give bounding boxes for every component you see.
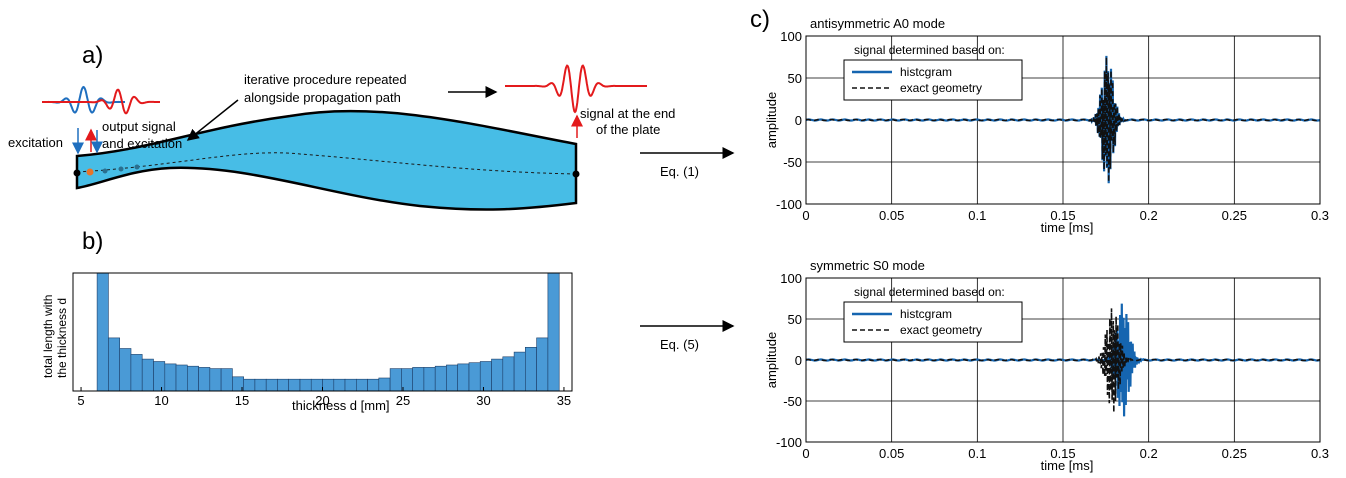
xtick-label: 0 (802, 446, 809, 461)
xlabel: time [ms] (1041, 220, 1094, 235)
ytick-label: -50 (783, 394, 802, 409)
eq1-label: Eq. (1) (660, 164, 699, 179)
output-signal-red-left (42, 88, 160, 115)
histogram-xlabel: thickness d [mm] (292, 398, 390, 413)
legend-entry: exact geometry (900, 81, 982, 95)
legend-entry: exact geometry (900, 323, 982, 337)
histogram-xtick-label: 15 (235, 393, 249, 408)
xtick-label: 0.05 (879, 208, 904, 223)
plot-title: symmetric S0 mode (810, 258, 925, 273)
histogram-xtick-label: 30 (476, 393, 490, 408)
end-signal-label-line2: of the plate (596, 122, 660, 137)
ytick-label: 100 (780, 29, 802, 44)
ytick-label: 100 (780, 271, 802, 286)
path-point-2 (118, 166, 124, 172)
histogram-xtick-label: 25 (396, 393, 410, 408)
path-point-3 (134, 164, 140, 170)
plot-frame (805, 277, 1321, 443)
xtick-label: 0.05 (879, 446, 904, 461)
xtick-label: 0.3 (1311, 208, 1329, 223)
ytick-label: 50 (788, 312, 802, 327)
plot-title: antisymmetric A0 mode (810, 16, 945, 31)
xlabel: time [ms] (1041, 458, 1094, 473)
panel-b-label: b) (82, 228, 104, 255)
ytick-label: 0 (795, 113, 802, 128)
path-end-point (572, 170, 580, 178)
end-signal-label-line1: signal at the end (580, 106, 675, 121)
histogram-xtick-label: 10 (154, 393, 168, 408)
ytick-label: -100 (776, 197, 802, 212)
legend-title: signal determined based on: (854, 43, 1005, 57)
xtick-label: 0.1 (968, 208, 986, 223)
path-point-orange (86, 168, 94, 176)
iterative-arrow-left (186, 99, 239, 141)
propagation-path (76, 152, 577, 175)
legend-title: signal determined based on: (854, 285, 1005, 299)
xtick-label: 0 (802, 208, 809, 223)
histogram-ylabel-line2: the thickness d (55, 298, 69, 378)
plot-frame (805, 35, 1321, 205)
eq5-label: Eq. (5) (660, 337, 699, 352)
legend-box (843, 59, 1023, 101)
histogram-xtick-label: 20 (315, 393, 329, 408)
xtick-label: 0.3 (1311, 446, 1329, 461)
xtick-label: 0.2 (1140, 446, 1158, 461)
xtick-label: 0.25 (1222, 446, 1247, 461)
path-point-1 (102, 168, 108, 174)
ylabel: amplitude (764, 332, 779, 388)
end-signal-red (505, 64, 647, 114)
histogram-ylabel-line1: total length with (41, 295, 55, 378)
path-start-point (73, 169, 81, 177)
iterative-label-line2: alongside propagation path (244, 90, 401, 105)
xtick-label: 0.15 (1050, 208, 1075, 223)
legend-entry: histcgram (900, 65, 952, 79)
xtick-label: 0.1 (968, 446, 986, 461)
ytick-label: 0 (795, 353, 802, 368)
excitation-label: excitation (8, 135, 63, 150)
plate-shape (75, 109, 578, 211)
output-label-line1: output signal (102, 119, 176, 134)
legend-entry: histcgram (900, 307, 952, 321)
ylabel: amplitude (764, 92, 779, 148)
ytick-label: -50 (783, 155, 802, 170)
panel-c-label: c) (750, 6, 770, 33)
series-line-exact-geometry (805, 57, 1321, 183)
series-line-exact-geometry (805, 308, 1321, 413)
iterative-label-line1: iterative procedure repeated (244, 72, 407, 87)
ytick-label: -100 (776, 435, 802, 450)
xtick-label: 0.2 (1140, 208, 1158, 223)
histogram-xtick-label: 35 (557, 393, 571, 408)
legend-box (843, 301, 1023, 343)
xtick-label: 0.15 (1050, 446, 1075, 461)
panel-a-label: a) (82, 42, 104, 69)
ytick-label: 50 (788, 71, 802, 86)
output-label-line2: and excitation (102, 136, 182, 151)
histogram-xtick-label: 5 (77, 393, 84, 408)
xtick-label: 0.25 (1222, 208, 1247, 223)
